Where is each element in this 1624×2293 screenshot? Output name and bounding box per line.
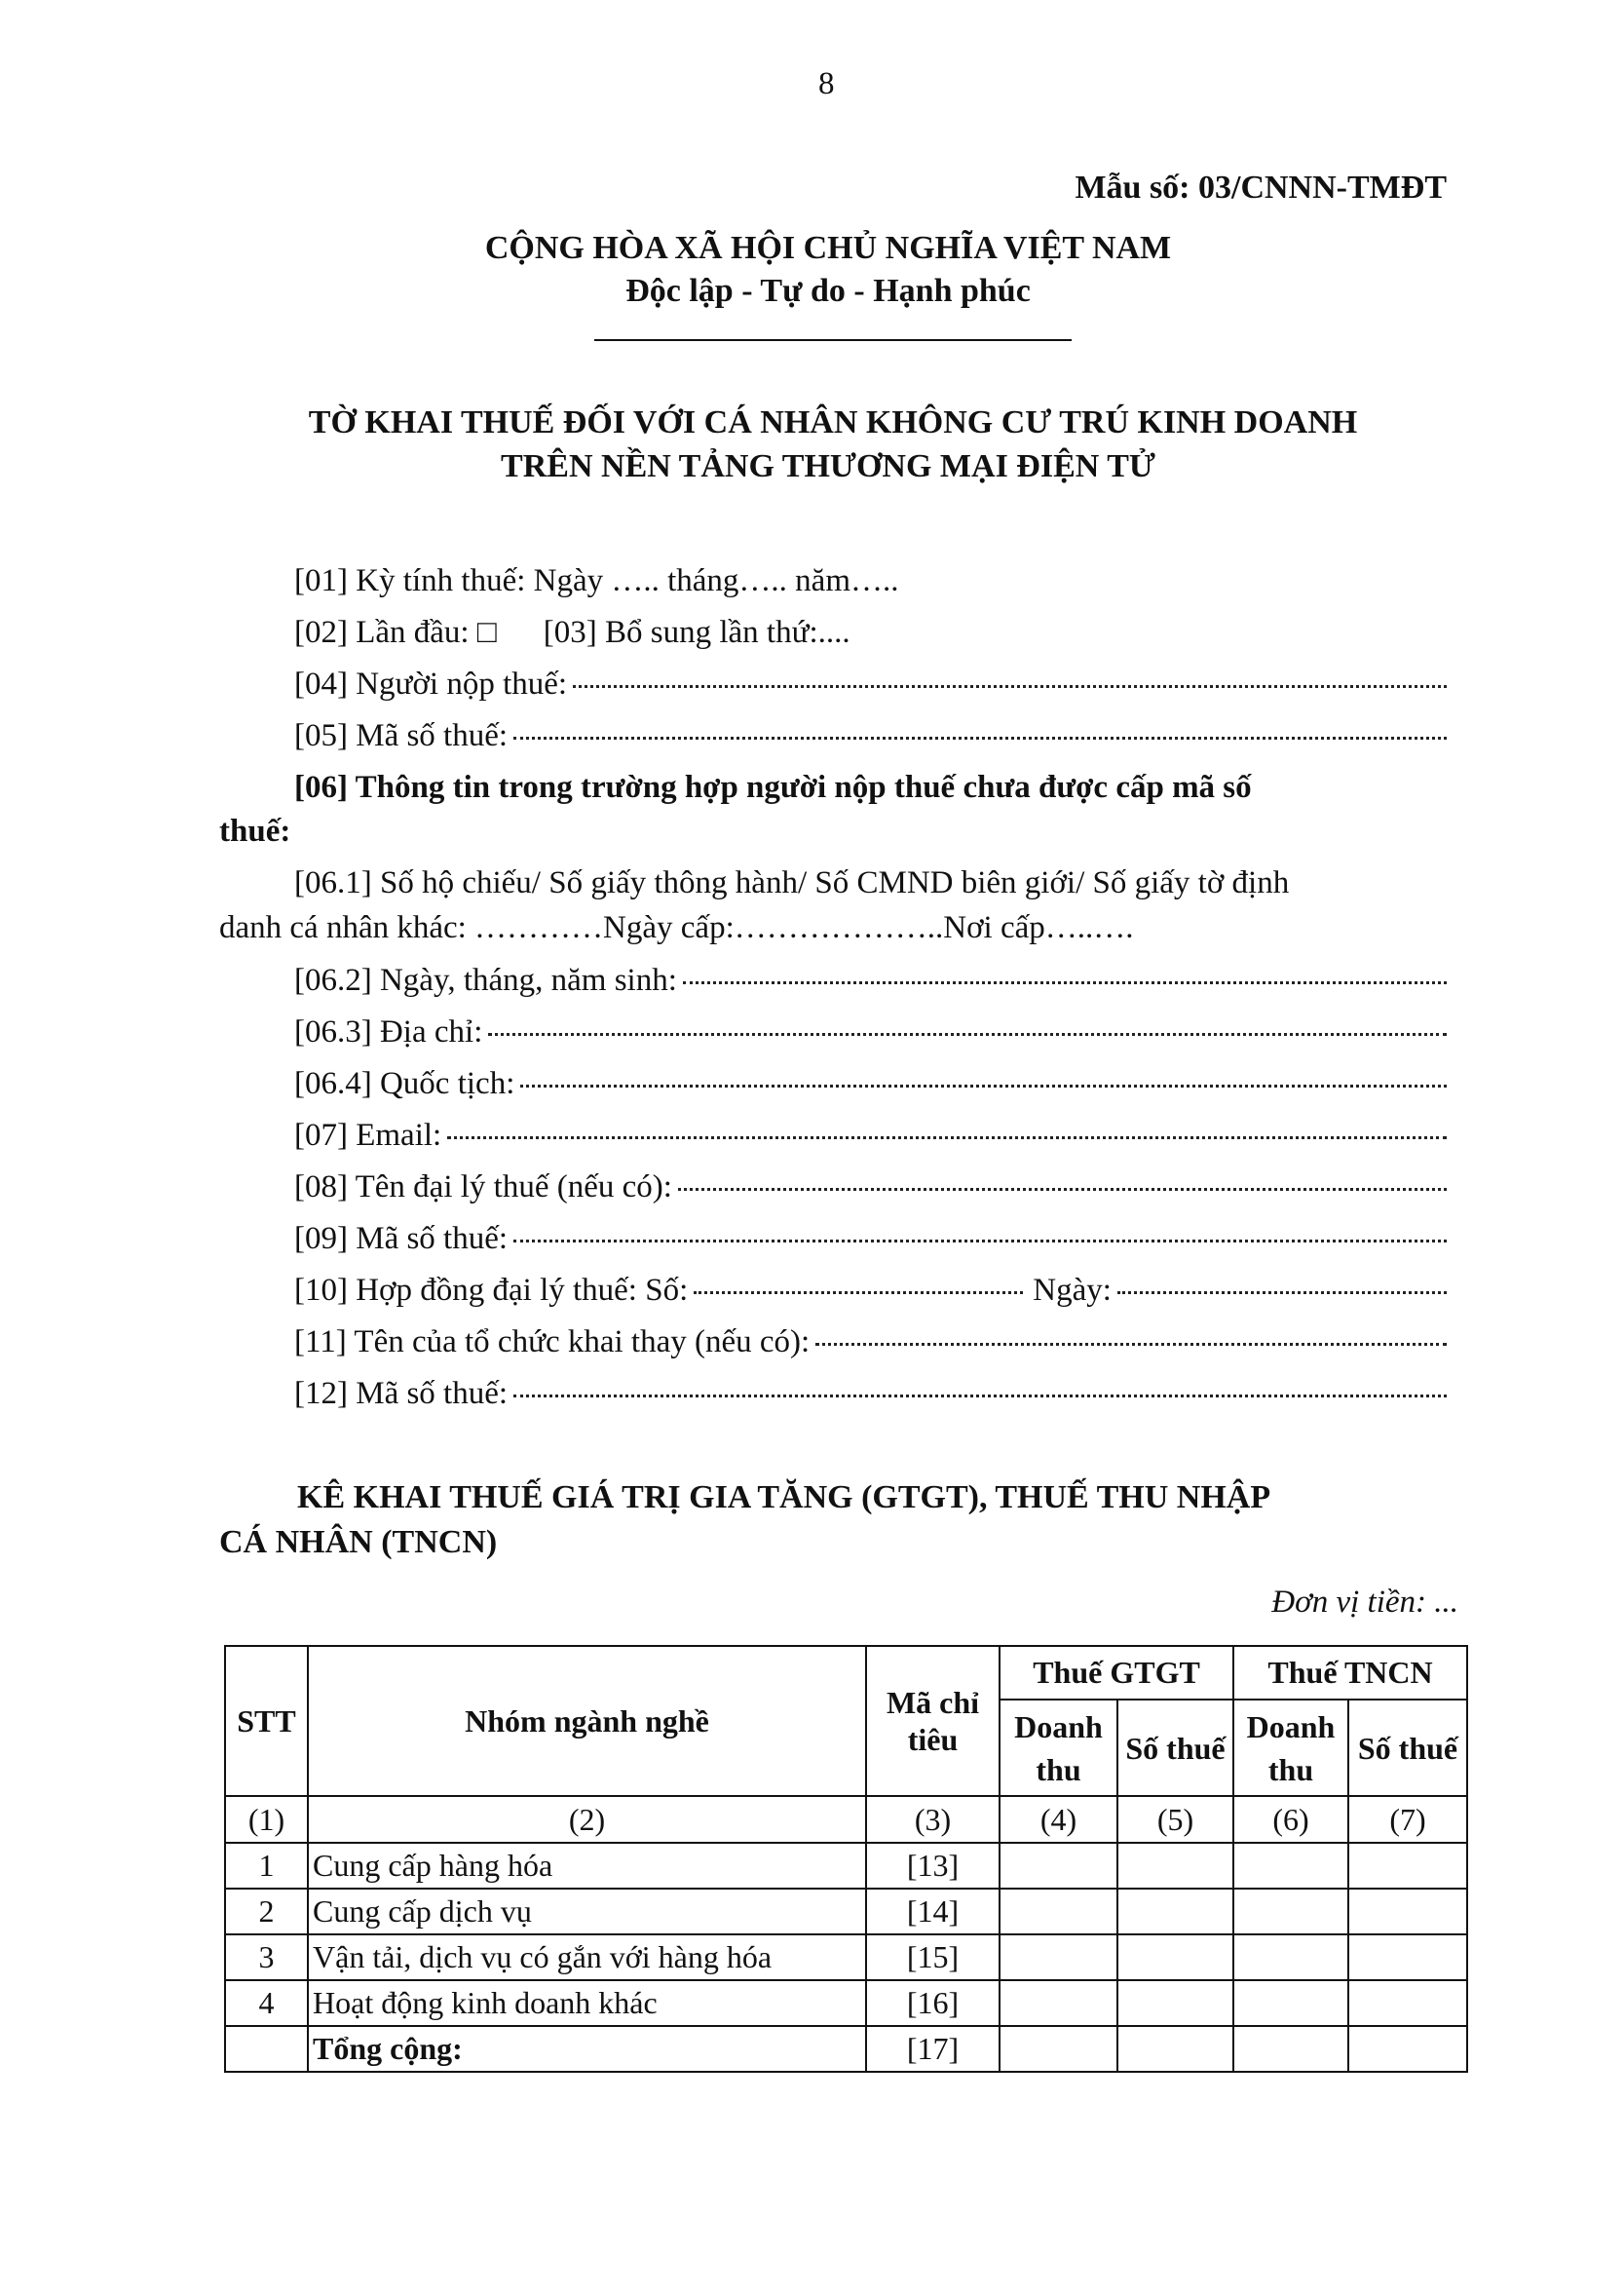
row-group: Cung cấp dịch vụ xyxy=(307,1888,867,1935)
form-code: Mẫu số: 03/CNNN-TMĐT xyxy=(1075,170,1447,206)
fill-leader[interactable] xyxy=(573,685,1447,688)
national-title: CỘNG HÒA XÃ HỘI CHỦ NGHĨA VIỆT NAM xyxy=(484,230,1172,266)
pit-tax-cell[interactable] xyxy=(1347,2025,1468,2073)
fill-leader[interactable] xyxy=(513,737,1447,740)
pit-tax-cell[interactable] xyxy=(1347,1888,1468,1935)
vat-tax-cell[interactable] xyxy=(1116,1888,1234,1935)
row-code: [17] xyxy=(865,2025,1001,2073)
field-11: [11] Tên của tổ chức khai thay (nếu có): xyxy=(294,1324,1447,1360)
field-01: [01] Kỳ tính thuế: Ngày ….. tháng….. năm… xyxy=(294,563,899,598)
motto: Độc lập - Tự do - Hạnh phúc xyxy=(625,273,1031,309)
col-number: (4) xyxy=(999,1795,1118,1844)
table-row: 3 Vận tải, dịch vụ có gắn với hàng hóa [… xyxy=(224,1933,1468,1981)
pit-tax-cell[interactable] xyxy=(1347,1933,1468,1981)
header-code: Mã chỉ tiêu xyxy=(865,1645,1001,1797)
vat-tax-cell[interactable] xyxy=(1116,1842,1234,1890)
pit-revenue-cell[interactable] xyxy=(1232,1933,1349,1981)
table-row: 4 Hoạt động kinh doanh khác [16] xyxy=(224,1979,1468,2027)
row-group: Hoạt động kinh doanh khác xyxy=(307,1979,867,2027)
row-code: [16] xyxy=(865,1979,1001,2027)
vat-tax-cell[interactable] xyxy=(1116,2025,1234,2073)
field-10: [10] Hợp đồng đại lý thuế: Số: Ngày: xyxy=(294,1273,1447,1309)
field-03: [03] Bổ sung lần thứ:.... xyxy=(543,615,850,650)
tax-declaration-table: STT Nhóm ngành nghề Mã chỉ tiêu Thuế GTG… xyxy=(224,1645,1468,2073)
vat-revenue-cell[interactable] xyxy=(999,2025,1118,2073)
field-02[interactable]: [02] Lần đầu: □ xyxy=(294,615,497,650)
header-group: Nhóm ngành nghề xyxy=(307,1645,867,1797)
vat-revenue-cell[interactable] xyxy=(999,1842,1118,1890)
header-pit: Thuế TNCN xyxy=(1232,1645,1468,1701)
header-vat-tax: Số thuế xyxy=(1116,1699,1234,1797)
doc-title-line2: TRÊN NỀN TẢNG THƯƠNG MẠI ĐIỆN TỬ xyxy=(501,448,1155,484)
divider xyxy=(594,339,1072,341)
table-row: 1 Cung cấp hàng hóa [13] xyxy=(224,1842,1468,1890)
row-stt: 3 xyxy=(224,1933,309,1981)
fill-leader[interactable] xyxy=(815,1343,1447,1346)
row-code: [13] xyxy=(865,1842,1001,1890)
fill-leader[interactable] xyxy=(488,1033,1447,1036)
section-title-line2: CÁ NHÂN (TNCN) xyxy=(219,1524,498,1560)
section-title-line1: KÊ KHAI THUẾ GIÁ TRỊ GIA TĂNG (GTGT), TH… xyxy=(297,1479,1271,1515)
field-06-cont: thuế: xyxy=(219,814,291,849)
field-08: [08] Tên đại lý thuế (nếu có): xyxy=(294,1169,1447,1205)
row-code: [15] xyxy=(865,1933,1001,1981)
field-06: [06] Thông tin trong trường hợp người nộ… xyxy=(294,770,1252,805)
field-04: [04] Người nộp thuế: xyxy=(294,667,1447,703)
pit-revenue-cell[interactable] xyxy=(1232,1979,1349,2027)
row-group: Vận tải, dịch vụ có gắn với hàng hóa xyxy=(307,1933,867,1981)
vat-revenue-cell[interactable] xyxy=(999,1888,1118,1935)
row-stt xyxy=(224,2025,309,2073)
vat-tax-cell[interactable] xyxy=(1116,1979,1234,2027)
header-vat-revenue: Doanh thu xyxy=(999,1699,1118,1797)
fill-leader[interactable] xyxy=(677,1188,1447,1191)
col-number: (2) xyxy=(307,1795,867,1844)
pit-revenue-cell[interactable] xyxy=(1232,1888,1349,1935)
row-stt: 2 xyxy=(224,1888,309,1935)
total-row: Tổng cộng: [17] xyxy=(224,2025,1468,2073)
field-063: [06.3] Địa chỉ: xyxy=(294,1014,1447,1051)
vat-revenue-cell[interactable] xyxy=(999,1933,1118,1981)
field-05: [05] Mã số thuế: xyxy=(294,718,1447,754)
field-02-03: [02] Lần đầu: □ [03] Bổ sung lần thứ:.... xyxy=(294,615,1447,651)
pit-tax-cell[interactable] xyxy=(1347,1979,1468,2027)
vat-revenue-cell[interactable] xyxy=(999,1979,1118,2027)
field-07: [07] Email: xyxy=(294,1118,1447,1154)
fill-leader[interactable] xyxy=(513,1395,1447,1397)
pit-revenue-cell[interactable] xyxy=(1232,2025,1349,2073)
col-number: (3) xyxy=(865,1795,1001,1844)
row-group: Cung cấp hàng hóa xyxy=(307,1842,867,1890)
doc-title-line1: TỜ KHAI THUẾ ĐỐI VỚI CÁ NHÂN KHÔNG CƯ TR… xyxy=(308,404,1358,440)
fill-leader[interactable] xyxy=(520,1085,1447,1088)
row-group: Tổng cộng: xyxy=(307,2025,867,2073)
field-09: [09] Mã số thuế: xyxy=(294,1221,1447,1257)
pit-revenue-cell[interactable] xyxy=(1232,1842,1349,1890)
page-number: 8 xyxy=(818,66,835,101)
header-vat: Thuế GTGT xyxy=(999,1645,1234,1701)
column-number-row: (1) (2) (3) (4) (5) (6) (7) xyxy=(224,1795,1468,1844)
row-code: [14] xyxy=(865,1888,1001,1935)
fill-leader[interactable] xyxy=(513,1240,1447,1242)
col-number: (1) xyxy=(224,1795,309,1844)
header-stt: STT xyxy=(224,1645,309,1797)
header-pit-revenue: Doanh thu xyxy=(1232,1699,1349,1797)
col-number: (7) xyxy=(1347,1795,1468,1844)
fill-leader[interactable] xyxy=(1116,1291,1447,1294)
fill-leader[interactable] xyxy=(447,1136,1447,1139)
fill-leader[interactable] xyxy=(694,1291,1024,1294)
field-12: [12] Mã số thuế: xyxy=(294,1376,1447,1412)
currency-unit: Đơn vị tiền: ... xyxy=(1271,1585,1458,1620)
row-stt: 1 xyxy=(224,1842,309,1890)
table-row: 2 Cung cấp dịch vụ [14] xyxy=(224,1888,1468,1935)
vat-tax-cell[interactable] xyxy=(1116,1933,1234,1981)
row-stt: 4 xyxy=(224,1979,309,2027)
col-number: (6) xyxy=(1232,1795,1349,1844)
col-number: (5) xyxy=(1116,1795,1234,1844)
field-062: [06.2] Ngày, tháng, năm sinh: xyxy=(294,963,1447,999)
field-061: [06.1] Số hộ chiếu/ Số giấy thông hành/ … xyxy=(294,865,1290,900)
pit-tax-cell[interactable] xyxy=(1347,1842,1468,1890)
fill-leader[interactable] xyxy=(682,981,1447,984)
field-061-cont: danh cá nhân khác: …………Ngày cấp:………………..… xyxy=(219,910,1134,945)
field-064: [06.4] Quốc tịch: xyxy=(294,1066,1447,1102)
header-pit-tax: Số thuế xyxy=(1347,1699,1468,1797)
